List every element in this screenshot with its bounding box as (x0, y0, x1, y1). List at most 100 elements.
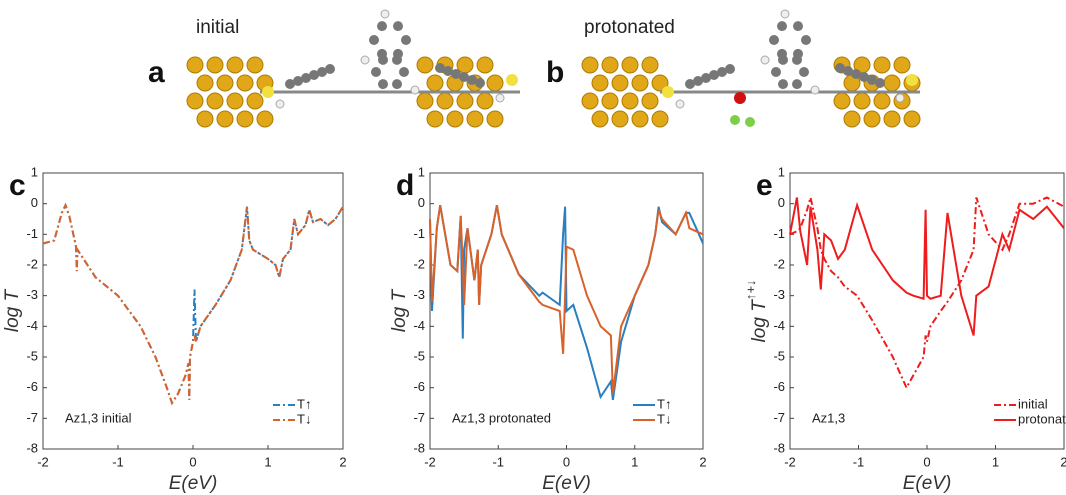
x-tick-label: 0 (189, 454, 196, 469)
carbon-atom (799, 67, 809, 77)
carbon-atom (875, 78, 885, 88)
gold-atom (834, 93, 850, 109)
carbon-atom (792, 55, 802, 65)
sulfur-atom (662, 86, 674, 98)
y-axis-label: log T↑+↓ (743, 280, 770, 343)
y-axis-label-main: log T (2, 288, 23, 332)
hydrogen-atom (781, 10, 789, 18)
hydrogen-atom (896, 94, 904, 102)
gold-atom (602, 57, 618, 73)
y-tick-label: -4 (773, 318, 785, 333)
gold-atom (844, 111, 860, 127)
x-axis-label: E(eV) (903, 473, 952, 494)
y-axis-label: log T (389, 288, 410, 332)
carbon-atom (475, 78, 485, 88)
hydrogen-atom (411, 86, 419, 94)
gold-atom (227, 57, 243, 73)
y-tick-label: -1 (413, 226, 425, 241)
gold-atom (874, 93, 890, 109)
gold-atom (187, 93, 203, 109)
hydrogen-atom (361, 56, 369, 64)
gold-atom (207, 57, 223, 73)
gold-atom (247, 57, 263, 73)
carbon-atom (793, 21, 803, 31)
x-tick-label: 1 (264, 454, 271, 469)
gold-atom (652, 111, 668, 127)
gold-atom (622, 93, 638, 109)
carbon-atom (801, 35, 811, 45)
legend-label: initial (1018, 396, 1048, 411)
panel-title: protonated (584, 17, 675, 38)
y-tick-label: 0 (31, 195, 38, 210)
x-tick-label: -1 (112, 454, 124, 469)
x-tick-label: 2 (1060, 454, 1066, 469)
carbon-atom (392, 79, 402, 89)
gold-atom (197, 111, 213, 127)
carbon-atom (769, 35, 779, 45)
gold-atom (197, 75, 213, 91)
sulfur-atom (906, 74, 918, 86)
y-tick-label: -2 (773, 256, 785, 271)
gold-atom (487, 111, 503, 127)
x-tick-label: 2 (699, 454, 706, 469)
gold-atom (217, 75, 233, 91)
y-tick-label: -4 (413, 318, 425, 333)
y-tick-label: -3 (773, 287, 785, 302)
gold-atom (884, 111, 900, 127)
y-tick-label: -1 (26, 226, 38, 241)
gold-atom (207, 93, 223, 109)
gold-atom (237, 111, 253, 127)
y-tick-label: -8 (413, 440, 425, 455)
gold-atom (874, 57, 890, 73)
x-axis-label: E(eV) (169, 473, 218, 494)
x-tick-label: 1 (631, 454, 638, 469)
y-tick-label: -6 (26, 379, 38, 394)
figure: a initial b protonated c-8-7-6-5-4-3-2-1… (0, 0, 1066, 495)
carbon-atom (401, 35, 411, 45)
gold-atom (632, 75, 648, 91)
y-tick-label: 1 (778, 164, 785, 179)
gold-atom (437, 93, 453, 109)
legend-label: protonated (1018, 411, 1066, 426)
y-tick-label: -2 (26, 256, 38, 271)
gold-atom (894, 57, 910, 73)
panel-label: b (546, 56, 564, 89)
gold-atom (612, 111, 628, 127)
x-tick-label: -2 (784, 454, 796, 469)
hydrogen-atom (276, 100, 284, 108)
panel-label: a (148, 56, 165, 89)
legend-label: T↑ (297, 396, 311, 411)
gold-atom (642, 93, 658, 109)
carbon-atom (778, 79, 788, 89)
gold-atom (642, 57, 658, 73)
gold-atom (417, 93, 433, 109)
annotation: Az1,3 initial (65, 410, 132, 425)
panel-label: d (396, 169, 414, 202)
panel-title: initial (196, 17, 239, 38)
y-tick-label: -5 (413, 348, 425, 363)
legend-label: T↓ (657, 411, 671, 426)
gold-atom (487, 75, 503, 91)
gold-atom (227, 93, 243, 109)
gold-atom (427, 75, 443, 91)
gold-atom (187, 57, 203, 73)
x-tick-label: 0 (563, 454, 570, 469)
gold-atom (247, 93, 263, 109)
y-tick-label: -7 (413, 410, 425, 425)
y-tick-label: -6 (773, 379, 785, 394)
y-axis-label: log T (2, 288, 23, 332)
y-tick-label: -3 (413, 287, 425, 302)
data-line (790, 198, 1064, 336)
gold-atom (477, 93, 493, 109)
gold-atom (237, 75, 253, 91)
gold-atom (602, 93, 618, 109)
fluorine-atom (745, 117, 755, 127)
x-tick-label: 2 (339, 454, 346, 469)
hydrogen-atom (496, 94, 504, 102)
gold-atom (904, 111, 920, 127)
carbon-atom (378, 79, 388, 89)
y-tick-label: -7 (26, 410, 38, 425)
gold-atom (592, 111, 608, 127)
x-tick-label: -2 (37, 454, 49, 469)
gold-atom (217, 111, 233, 127)
